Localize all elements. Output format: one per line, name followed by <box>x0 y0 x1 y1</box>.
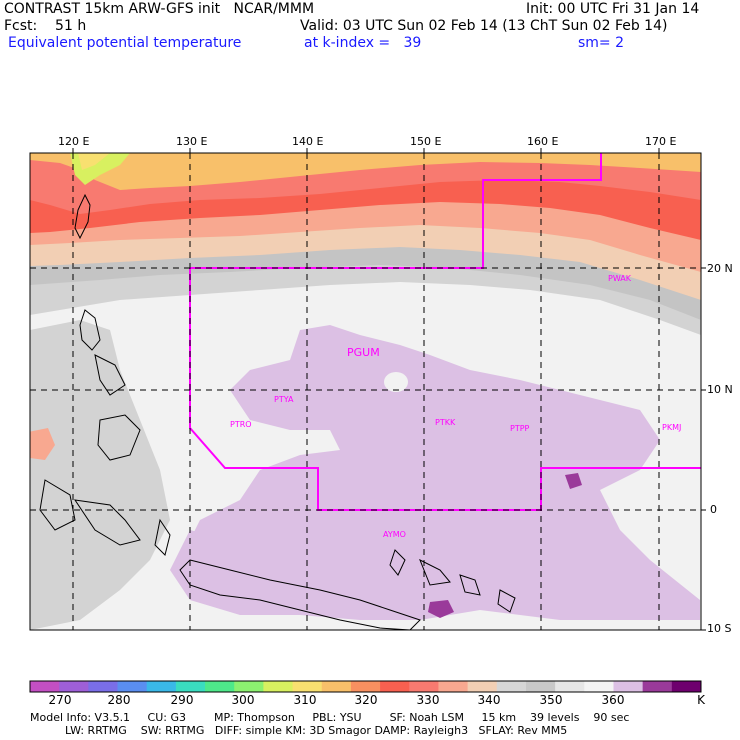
colorbar-swatch <box>496 681 527 692</box>
station-pwak: PWAK <box>608 274 632 283</box>
colorbar-label-280: 280 <box>107 693 131 707</box>
level-label: at k-index = 39 <box>304 35 422 51</box>
colorbar-swatch <box>59 681 89 692</box>
field-title: Equivalent potential temperature <box>8 35 242 51</box>
station-pkmj: PKMJ <box>662 423 681 432</box>
lon-label-150: 150 E <box>410 135 442 148</box>
lat-label-20n: 20 N <box>707 262 733 275</box>
lat-label-10n: 10 N <box>707 383 733 396</box>
footer-line1: Model Info: V3.5.1 CU: G3 MP: Thompson P… <box>30 711 630 724</box>
station-ptkk: PTKK <box>435 418 456 427</box>
lon-label-130: 130 E <box>176 135 208 148</box>
header-line2-right: Valid: 03 UTC Sun 02 Feb 14 (13 ChT Sun … <box>300 18 668 34</box>
colorbar-swatch <box>584 681 614 692</box>
colorbar-swatch <box>30 681 60 692</box>
colorbar-swatch <box>234 681 264 692</box>
lon-label-160: 160 E <box>527 135 559 148</box>
footer-line2: LW: RRTMG SW: RRTMG DIFF: simple KM: 3D … <box>65 724 568 737</box>
colorbar-swatch <box>555 681 585 692</box>
colorbar-swatch <box>613 681 644 692</box>
header-line1-right: Init: 00 UTC Fri 31 Jan 14 <box>526 1 700 17</box>
station-aymo: AYMO <box>383 530 406 539</box>
colorbar <box>29 680 702 693</box>
colorbar-swatch <box>671 681 702 692</box>
station-pgum: PGUM <box>347 346 380 359</box>
colorbar-swatch <box>467 681 498 692</box>
colorbar-swatch <box>292 681 323 692</box>
colorbar-swatch <box>205 681 235 692</box>
header-line1-left: CONTRAST 15km ARW-GFS init NCAR/MMM <box>4 1 315 17</box>
colorbar-swatch <box>263 681 294 692</box>
colorbar-label-340: 340 <box>477 693 501 707</box>
colorbar-swatch <box>146 681 177 692</box>
colorbar-label-310: 310 <box>293 693 317 707</box>
colorbar-label-360: 360 <box>601 693 625 707</box>
colorbar-label-330: 330 <box>416 693 440 707</box>
smoothing-label: sm= 2 <box>578 35 625 51</box>
station-ptpp: PTPP <box>510 424 530 433</box>
lon-label-120: 120 E <box>58 135 90 148</box>
colorbar-unit: K <box>697 693 705 707</box>
colorbar-swatch <box>525 681 556 692</box>
colorbar-label-270: 270 <box>48 693 72 707</box>
colorbar-swatch <box>175 681 206 692</box>
colorbar-label-350: 350 <box>539 693 563 707</box>
lat-label-10s: 10 S <box>707 622 732 635</box>
station-ptro: PTRO <box>230 420 252 429</box>
colorbar-swatch <box>380 681 410 692</box>
theta-e-field <box>30 153 701 630</box>
colorbar-swatch <box>409 681 439 692</box>
colorbar-swatch <box>88 681 119 692</box>
lon-label-140: 140 E <box>292 135 324 148</box>
header-line2-left: Fcst: 51 h <box>4 18 87 34</box>
colorbar-label-300: 300 <box>231 693 255 707</box>
lat-label-0: 0 <box>710 503 717 516</box>
colorbar-swatch <box>321 681 352 692</box>
colorbar-frame <box>29 680 702 693</box>
colorbar-swatch <box>438 681 469 692</box>
station-ptya: PTYA <box>274 395 294 404</box>
colorbar-swatch <box>350 681 381 692</box>
colorbar-label-320: 320 <box>354 693 378 707</box>
lon-label-170: 170 E <box>645 135 677 148</box>
colorbar-label-290: 290 <box>170 693 194 707</box>
colorbar-swatch <box>117 681 148 692</box>
colorbar-swatch <box>642 681 673 692</box>
